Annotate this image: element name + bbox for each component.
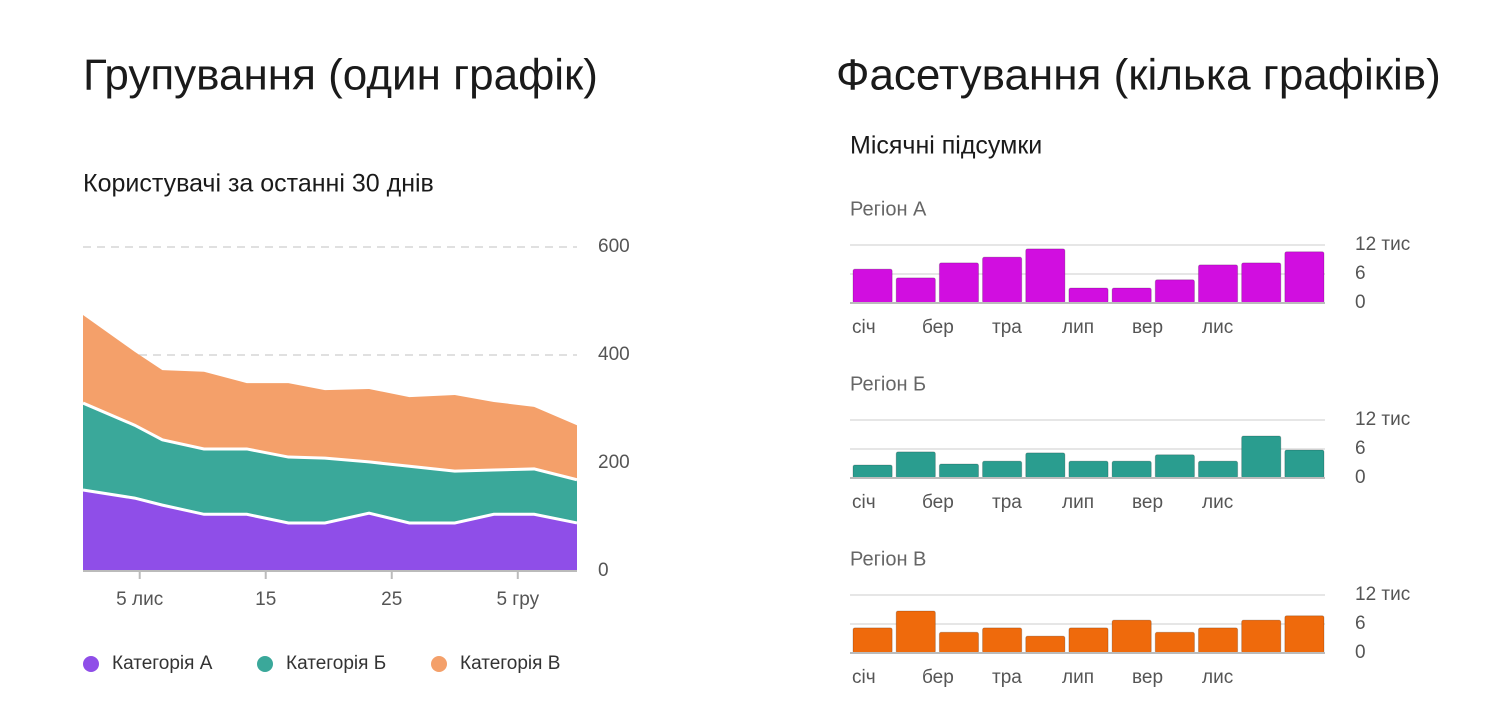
y-tick-label: 400 (598, 344, 630, 365)
bar (1197, 460, 1239, 479)
bar (1154, 279, 1195, 304)
x-tick-label: лип (1062, 667, 1094, 688)
y-tick-label: 12 тис (1355, 234, 1410, 255)
y-tick-label: 0 (598, 560, 609, 581)
bar (1025, 635, 1066, 654)
bar (982, 627, 1023, 654)
x-tick-label: вер (1132, 667, 1163, 688)
y-tick-label: 200 (598, 452, 630, 473)
bar (1197, 264, 1239, 304)
x-tick-label: січ (852, 492, 876, 513)
bar (938, 262, 980, 304)
legend-swatch (257, 656, 273, 672)
facet-title: Місячні підсумки (850, 132, 1042, 160)
bar (1111, 287, 1152, 304)
x-tick-label: бер (922, 317, 954, 338)
y-tick-label: 0 (1355, 642, 1366, 663)
area (83, 490, 577, 571)
bar (852, 464, 893, 479)
bar (1025, 248, 1066, 304)
x-tick-label: 5 лис (116, 589, 163, 610)
heading: Групування (один графік) (83, 51, 598, 100)
x-tick-label: лип (1062, 317, 1094, 338)
x-tick-label: лис (1202, 667, 1233, 688)
y-tick-label: 0 (1355, 467, 1366, 488)
area (83, 403, 577, 523)
bar (1025, 452, 1066, 479)
y-tick-label: 12 тис (1355, 409, 1410, 430)
bar (852, 268, 893, 304)
x-tick-label: вер (1132, 492, 1163, 513)
area-edge (82, 488, 578, 525)
bar (1241, 262, 1282, 304)
x-tick-label: тра (992, 667, 1022, 688)
x-tick-label: бер (922, 492, 954, 513)
y-tick-label: 6 (1355, 438, 1366, 459)
x-tick-label: тра (992, 317, 1022, 338)
legend-label: Категорія Б (286, 653, 386, 674)
y-tick-label: 12 тис (1355, 584, 1410, 605)
x-tick-label: тра (992, 492, 1022, 513)
bar (1197, 627, 1239, 654)
area-edge (82, 401, 578, 482)
x-tick-label: лис (1202, 492, 1233, 513)
bar (938, 463, 980, 479)
region-title: Регіон А (850, 198, 927, 220)
bar (895, 277, 936, 304)
bar (1154, 631, 1195, 654)
bar (1111, 619, 1152, 654)
x-tick-label: 5 гру (496, 589, 539, 610)
y-tick-label: 6 (1355, 613, 1366, 634)
bar (1241, 619, 1282, 654)
bar (1284, 449, 1325, 479)
x-tick-label: 15 (255, 589, 276, 610)
heading: Фасетування (кілька графіків) (836, 51, 1441, 100)
legend-swatch (83, 656, 99, 672)
region-title: Регіон В (850, 548, 926, 570)
bar (938, 631, 980, 654)
y-tick-label: 0 (1355, 292, 1366, 313)
y-tick-label: 600 (598, 236, 630, 257)
bar (1241, 435, 1282, 479)
x-tick-label: 25 (381, 589, 402, 610)
bar (1068, 460, 1109, 479)
bar (852, 627, 893, 654)
bar (1154, 454, 1195, 479)
bar (1111, 460, 1152, 479)
region-title: Регіон Б (850, 373, 926, 395)
area (83, 315, 577, 480)
x-tick-label: лип (1062, 492, 1094, 513)
legend-label: Категорія А (112, 653, 213, 674)
x-tick-label: січ (852, 667, 876, 688)
bar (1284, 251, 1325, 304)
bar (1068, 287, 1109, 304)
bar (982, 460, 1023, 479)
bar (1068, 627, 1109, 654)
bar (982, 256, 1023, 304)
bar (1284, 615, 1325, 654)
y-tick-label: 6 (1355, 263, 1366, 284)
bar (895, 610, 936, 654)
x-tick-label: бер (922, 667, 954, 688)
legend-swatch (431, 656, 447, 672)
x-tick-label: лис (1202, 317, 1233, 338)
x-tick-label: січ (852, 317, 876, 338)
chart-title: Користувачі за останні 30 днів (83, 170, 434, 198)
legend-label: Категорія В (460, 653, 560, 674)
x-tick-label: вер (1132, 317, 1163, 338)
bar (895, 451, 936, 479)
